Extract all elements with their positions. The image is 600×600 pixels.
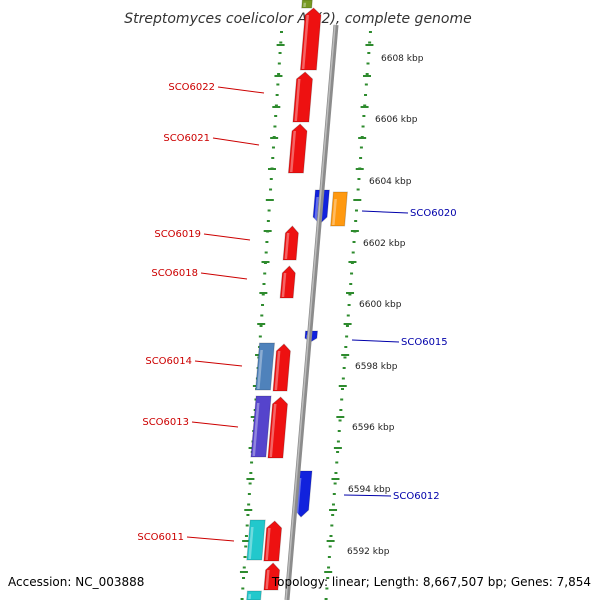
gene-feature-sco6019 <box>282 225 299 261</box>
gene-feature-sco6021 <box>287 123 308 174</box>
kbp-label: 6606 kbp <box>375 115 418 125</box>
leader-line <box>191 421 239 428</box>
map-title: Streptomyces coelicolor A3(2), complete … <box>124 11 472 27</box>
kbp-label: 6594 kbp <box>348 485 391 495</box>
gene-label-left[interactable]: SCO6014 <box>145 356 192 367</box>
leader-line <box>186 536 235 542</box>
kbp-label: 6608 kbp <box>381 54 424 64</box>
kbp-label: 6596 kbp <box>352 423 395 433</box>
gene-label-right[interactable]: SCO6012 <box>393 491 440 502</box>
kbp-label: 6604 kbp <box>369 177 412 187</box>
leader-line <box>200 272 248 280</box>
gene-label-left[interactable]: SCO6021 <box>163 133 210 144</box>
kbp-label: 6600 kbp <box>359 300 402 310</box>
gene-feature-sco6014-b <box>272 343 291 392</box>
gene-label-right[interactable]: SCO6020 <box>410 208 457 219</box>
labels: 6608 kbp 6606 kbp 6604 kbp 6602 kbp 6600 kbp… <box>137 54 456 557</box>
gene-feature-bottom <box>246 590 262 600</box>
gene-label-left[interactable]: SCO6019 <box>154 229 201 240</box>
gene-label-left[interactable]: SCO6018 <box>151 268 198 279</box>
gene-label-right[interactable]: SCO6015 <box>401 337 448 348</box>
gene-feature-sco6010 <box>263 562 281 591</box>
chromosome-backbone <box>284 24 339 600</box>
leader-line <box>212 137 260 146</box>
kbp-label: 6598 kbp <box>355 362 398 372</box>
leader-line <box>194 360 243 367</box>
gene-feature-sco6018 <box>279 265 296 299</box>
gene-feature-sco6011-b <box>263 520 283 562</box>
gene-feature-sco6022 <box>292 71 314 123</box>
accession-label: Accession: NC_003888 <box>8 575 144 589</box>
gene-feature-olive <box>301 0 313 9</box>
gene-feature-sco6022-upper <box>299 7 322 71</box>
gene-label-left[interactable]: SCO6022 <box>168 82 215 93</box>
leader-line <box>203 233 251 241</box>
gene-label-left[interactable]: SCO6011 <box>137 532 184 543</box>
leader-line <box>361 210 409 214</box>
leader-line <box>217 86 265 94</box>
gene-feature-sco6014-a <box>254 342 276 391</box>
gene-features <box>246 0 348 600</box>
gene-feature-sco6011-a <box>246 519 266 561</box>
backbone-highlight <box>285 24 336 600</box>
gene-feature-sco6013-a <box>250 395 272 458</box>
backbone-line <box>284 24 339 600</box>
gene-label-left[interactable]: SCO6013 <box>142 417 189 428</box>
leader-line <box>351 339 400 343</box>
gene-feature-sco6013-b <box>267 396 289 459</box>
gene-feature-sco6020-b <box>330 191 348 227</box>
kbp-label: 6602 kbp <box>363 239 406 249</box>
leader-line <box>343 494 392 497</box>
genome-summary: Topology: linear; Length: 8,667,507 bp; … <box>271 575 591 589</box>
kbp-label: 6592 kbp <box>347 547 390 557</box>
